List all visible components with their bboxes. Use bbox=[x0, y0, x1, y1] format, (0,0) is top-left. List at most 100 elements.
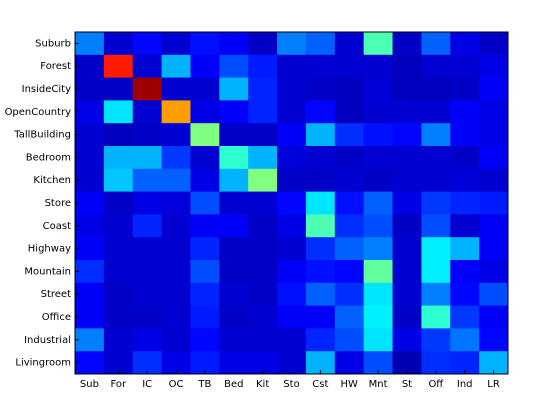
heatmap-cell bbox=[132, 54, 163, 79]
heatmap-cell bbox=[75, 32, 105, 56]
heatmap-cell bbox=[334, 191, 365, 215]
heatmap-cell bbox=[334, 282, 365, 307]
heatmap-cell bbox=[363, 305, 394, 329]
heatmap-cell bbox=[479, 328, 509, 352]
heatmap-cell bbox=[190, 191, 220, 215]
heatmap-cell bbox=[334, 77, 365, 101]
heatmap-cell bbox=[132, 282, 163, 307]
heatmap-cell bbox=[248, 77, 278, 101]
heatmap-cell bbox=[219, 32, 249, 56]
y-tick-label: TallBuilding bbox=[13, 130, 71, 141]
heatmap-cell bbox=[248, 282, 278, 307]
heatmap-cell bbox=[392, 54, 422, 79]
y-tick-label: Highway bbox=[28, 244, 71, 255]
heatmap-cell bbox=[103, 100, 134, 124]
heatmap-cell bbox=[161, 305, 191, 329]
y-tick-label: Bedroom bbox=[26, 152, 71, 163]
heatmap-cell bbox=[363, 191, 394, 215]
heatmap-cell bbox=[334, 54, 365, 79]
heatmap-cell bbox=[421, 328, 451, 352]
heatmap-cell bbox=[450, 282, 480, 307]
heatmap-cell bbox=[75, 260, 105, 284]
heatmap-cell bbox=[103, 123, 134, 147]
heatmap-cell bbox=[103, 282, 134, 307]
heatmap-cell bbox=[334, 100, 365, 124]
heatmap-cell bbox=[161, 260, 191, 284]
heatmap-cell bbox=[450, 77, 480, 101]
heatmap-cell bbox=[450, 328, 480, 352]
heatmap-cell bbox=[421, 214, 451, 238]
heatmap-cell bbox=[334, 32, 365, 56]
heatmap-cell bbox=[479, 146, 509, 170]
heatmap-cell bbox=[103, 168, 134, 193]
heatmap-cell bbox=[479, 237, 509, 261]
heatmap-cell bbox=[363, 168, 394, 193]
heatmap-cell bbox=[305, 328, 336, 352]
heatmap-cell bbox=[190, 260, 220, 284]
heatmap-cell bbox=[421, 77, 451, 101]
heatmap-cell bbox=[248, 100, 278, 124]
y-tick-label: Street bbox=[41, 289, 71, 300]
heatmap-cell bbox=[363, 146, 394, 170]
x-tick-label: Ind bbox=[457, 379, 473, 390]
y-tick-label: Forest bbox=[40, 61, 71, 72]
heatmap-cell bbox=[450, 123, 480, 147]
heatmap-cell bbox=[479, 77, 509, 101]
heatmap-cell bbox=[75, 54, 105, 79]
heatmap-cell bbox=[450, 168, 480, 193]
heatmap-cell bbox=[161, 146, 191, 170]
heatmap-cell bbox=[75, 77, 105, 101]
heatmap-cell bbox=[334, 237, 365, 261]
heatmap-cell bbox=[363, 282, 394, 307]
heatmap-cell bbox=[479, 32, 509, 56]
heatmap-cell bbox=[103, 237, 134, 261]
x-tick-label: Sto bbox=[283, 379, 299, 390]
heatmap-cell bbox=[75, 191, 105, 215]
heatmap-cell bbox=[132, 77, 163, 101]
heatmap-cell bbox=[450, 54, 480, 79]
heatmap-cell bbox=[161, 77, 191, 101]
heatmap-cell bbox=[219, 146, 249, 170]
heatmap-cell bbox=[248, 191, 278, 215]
heatmap-cell bbox=[334, 146, 365, 170]
heatmap-cell bbox=[219, 351, 249, 375]
heatmap-cell bbox=[363, 260, 394, 284]
x-tick-label: Bed bbox=[224, 379, 243, 390]
heatmap-cell bbox=[75, 282, 105, 307]
heatmap-cell bbox=[132, 237, 163, 261]
heatmap-cell bbox=[277, 100, 307, 124]
heatmap-cell bbox=[219, 328, 249, 352]
heatmap-cell bbox=[363, 328, 394, 352]
heatmap-cell bbox=[161, 123, 191, 147]
heatmap-cell bbox=[479, 123, 509, 147]
heatmap-cell bbox=[161, 100, 191, 124]
heatmap-cell bbox=[219, 237, 249, 261]
heatmap-cell bbox=[277, 191, 307, 215]
heatmap-cell bbox=[334, 214, 365, 238]
x-tick-label: Cst bbox=[312, 379, 328, 390]
heatmap-cell bbox=[450, 305, 480, 329]
x-tick-label: For bbox=[110, 379, 127, 390]
heatmap-cell bbox=[161, 32, 191, 56]
heatmap-cell bbox=[277, 123, 307, 147]
heatmap-cell bbox=[479, 54, 509, 79]
y-tick-label: OpenCountry bbox=[5, 107, 72, 118]
heatmap-cell bbox=[190, 77, 220, 101]
heatmap-cell bbox=[277, 146, 307, 170]
heatmap-cell bbox=[334, 328, 365, 352]
heatmap-cell bbox=[277, 32, 307, 56]
heatmap-cell bbox=[132, 214, 163, 238]
heatmap-cell bbox=[248, 237, 278, 261]
heatmap-cell bbox=[248, 146, 278, 170]
heatmap-cell bbox=[450, 351, 480, 375]
heatmap-cell bbox=[248, 260, 278, 284]
heatmap-cell bbox=[392, 351, 422, 375]
x-tick-label: TB bbox=[197, 379, 211, 390]
heatmap-cell bbox=[334, 260, 365, 284]
heatmap-cell bbox=[75, 100, 105, 124]
heatmap-cell bbox=[219, 123, 249, 147]
y-tick-label: Kitchen bbox=[33, 175, 71, 186]
heatmap-cell bbox=[132, 305, 163, 329]
heatmap-cell bbox=[305, 351, 336, 375]
heatmap-cell bbox=[421, 282, 451, 307]
